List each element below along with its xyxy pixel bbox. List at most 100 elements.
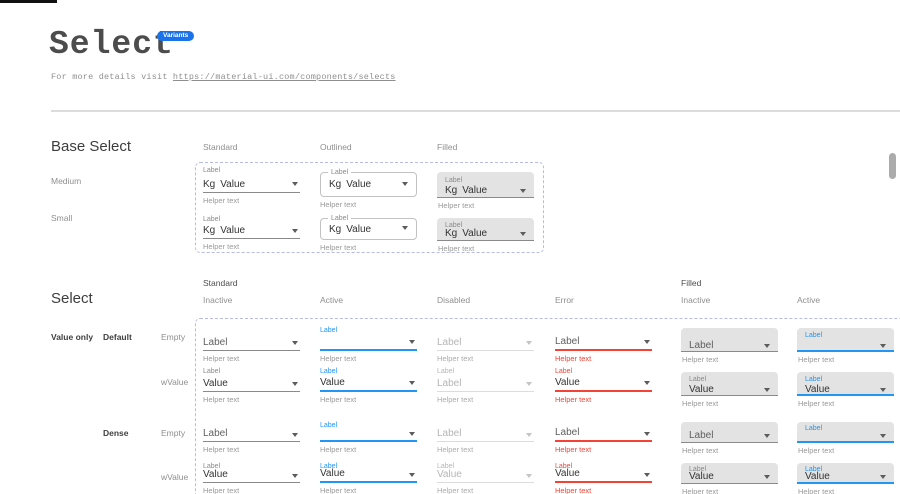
select-value: Label	[437, 378, 462, 389]
select-filled-inactive: Label Helper text	[681, 422, 778, 455]
dropdown-arrow-icon	[292, 433, 298, 437]
select-input[interactable]: Label Value	[681, 372, 778, 396]
select-input[interactable]	[320, 430, 417, 442]
select-filled-inactive: Label Value Helper text	[681, 372, 778, 408]
select-input[interactable]: Label	[437, 377, 534, 392]
helper-text: Helper text	[555, 445, 592, 454]
select-input[interactable]: Label Kg Value	[437, 172, 534, 198]
select-floating-label: Label	[320, 422, 338, 429]
select-value: Value	[555, 377, 580, 388]
dropdown-arrow-icon	[880, 344, 886, 348]
state-header-filled-inactive: Inactive	[681, 295, 711, 305]
helper-text: Helper text	[320, 243, 357, 252]
select-input[interactable]: Label	[203, 428, 300, 442]
select-standard-inactive: Label Value Helper text	[203, 462, 300, 494]
select-value: Label	[555, 336, 580, 347]
select-input[interactable]: Label Value	[681, 463, 778, 484]
select-value: Value	[220, 225, 246, 236]
select-value: Label	[203, 428, 228, 439]
select-floating-label: Label	[805, 466, 823, 473]
select-value: Value	[203, 469, 228, 480]
helper-text: Helper text	[320, 395, 357, 404]
scrollbar-thumb[interactable]	[889, 153, 896, 179]
helper-text: Helper text	[203, 196, 240, 205]
select-input[interactable]: Label Kg Value	[437, 218, 534, 241]
select-floating-label: Label	[203, 463, 221, 470]
row-group-dense: Dense	[103, 428, 129, 438]
select-adornment: Kg	[445, 185, 458, 196]
select-input[interactable]: Value	[437, 469, 534, 483]
select-value: Value	[320, 468, 345, 479]
select-standard-inactive: Label Helper text	[203, 326, 300, 363]
select-floating-label: Label	[555, 463, 573, 470]
select-input[interactable]: Label	[437, 336, 534, 351]
select-floating-label: Label	[555, 368, 573, 375]
dropdown-arrow-icon	[764, 388, 770, 392]
select-filled-inactive: Label Kg Value Helper text	[437, 172, 534, 210]
select-input[interactable]: Value	[203, 469, 300, 483]
dropdown-arrow-icon	[409, 381, 415, 385]
select-input[interactable]: Label Kg Value	[320, 168, 417, 197]
select-filled-inactive: Label Helper text	[681, 328, 778, 364]
select-input[interactable]: Kg Value	[203, 177, 300, 193]
select-value-row: Label	[689, 430, 770, 442]
select-floating-label	[689, 331, 770, 340]
helper-text: Helper text	[682, 399, 719, 408]
select-value: Value	[805, 384, 830, 395]
select-standard-error: Label Value Helper text	[555, 462, 652, 494]
row-group-default: Default	[103, 332, 132, 342]
select-value-row	[805, 432, 886, 442]
select-standard-disabled: Label Label Helper text	[437, 367, 534, 404]
helper-text: Helper text	[203, 242, 240, 251]
select-value: Value	[220, 179, 246, 190]
helper-text: Helper text	[555, 395, 592, 404]
select-input[interactable]: Value	[320, 468, 417, 483]
select-standard-inactive: Label Kg Value Helper text	[203, 214, 300, 251]
state-header-inactive: Inactive	[203, 295, 233, 305]
select-input[interactable]: Value	[320, 377, 417, 392]
select-input[interactable]: Label	[555, 336, 652, 351]
helper-text: Helper text	[438, 201, 475, 210]
select-standard-error: Label Helper text	[555, 326, 652, 363]
dropdown-arrow-icon	[520, 189, 526, 193]
select-input[interactable]: Value	[555, 468, 652, 483]
select-input[interactable]: Label Kg Value	[320, 214, 417, 240]
dropdown-arrow-icon	[402, 182, 408, 186]
helper-text: Helper text	[437, 395, 474, 404]
select-floating-label	[437, 326, 534, 336]
select-input[interactable]: Label	[203, 336, 300, 351]
select-input[interactable]: Label	[797, 422, 894, 443]
select-adornment: Kg	[445, 228, 458, 239]
helper-text: Helper text	[203, 395, 240, 404]
select-standard-active: Label Value Helper text	[320, 462, 417, 494]
dropdown-arrow-icon	[644, 340, 650, 344]
select-input[interactable]: Kg Value	[203, 225, 300, 239]
select-floating-label: Label	[437, 463, 455, 470]
select-frame	[195, 318, 900, 494]
select-input[interactable]: Label	[555, 427, 652, 442]
dropdown-arrow-icon	[526, 341, 532, 345]
select-value-row: Kg Value	[445, 185, 526, 197]
select-input[interactable]: Value	[203, 377, 300, 392]
dropdown-arrow-icon	[880, 388, 886, 392]
state-header-disabled: Disabled	[437, 295, 471, 305]
material-ui-link[interactable]: https://material-ui.com/components/selec…	[172, 72, 396, 82]
select-value: Label	[437, 428, 462, 439]
select-input[interactable]	[320, 336, 417, 351]
select-input[interactable]: Label	[681, 422, 778, 443]
dropdown-arrow-icon	[520, 232, 526, 236]
select-input[interactable]: Value	[555, 377, 652, 392]
select-input[interactable]: Label Value	[797, 463, 894, 484]
select-input[interactable]: Label	[437, 428, 534, 442]
row-label-small: Small	[51, 213, 73, 223]
select-adornment: Kg	[329, 223, 342, 235]
helper-text: Helper text	[438, 244, 475, 253]
select-input[interactable]: Label Value	[797, 372, 894, 396]
helper-text: Helper text	[798, 355, 835, 364]
column-header-outlined: Outlined	[320, 142, 352, 152]
select-input[interactable]: Label	[797, 328, 894, 352]
select-value-row: Value	[689, 471, 770, 483]
select-value: Value	[689, 384, 714, 395]
select-value-row	[805, 340, 886, 352]
select-input[interactable]: Label	[681, 328, 778, 352]
